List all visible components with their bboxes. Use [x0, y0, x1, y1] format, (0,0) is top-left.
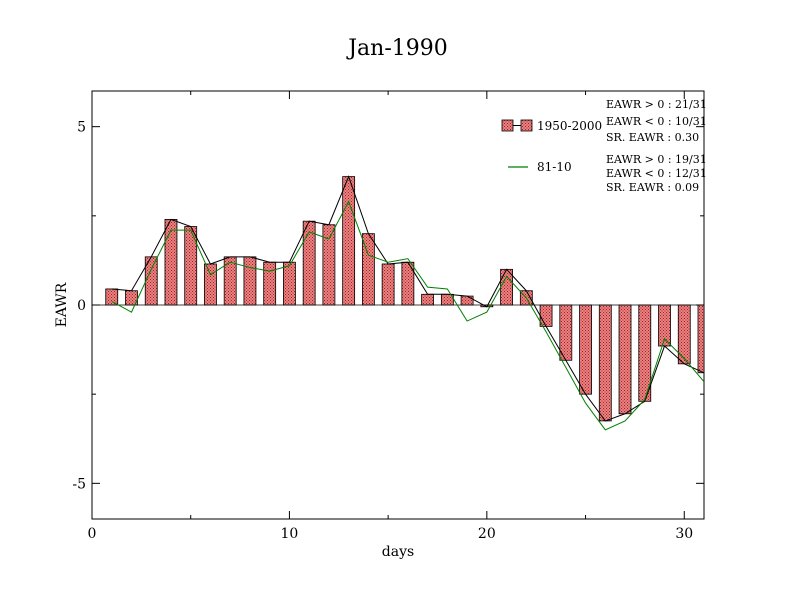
y-tick-label--5: -5	[72, 476, 86, 492]
bar-day-10	[283, 261, 296, 306]
x-tick-label-0: 0	[88, 526, 97, 542]
legend: 1950-2000 EAWR > 0 : 21/31 EAWR < 0 : 10…	[501, 98, 707, 194]
y-axis-label: EAWR	[54, 282, 70, 327]
legend-stat-1950-2000-pos: EAWR > 0 : 21/31	[606, 98, 707, 111]
bar-day-19	[460, 295, 474, 306]
chart-title: Jan-1990	[346, 36, 448, 61]
bars-layer	[92, 176, 705, 422]
legend-stat-1950-2000-neg: EAWR < 0 : 10/31	[606, 115, 707, 128]
x-tick-label-30: 30	[675, 526, 693, 542]
bar-day-4	[164, 218, 178, 306]
bar-day-5	[184, 226, 198, 306]
bar-day-24	[559, 304, 573, 361]
series-line-1950-2000	[111, 175, 705, 422]
x-tick-label-10: 10	[281, 526, 299, 542]
bar-day-1	[105, 288, 119, 306]
bar-day-9	[263, 261, 277, 306]
x-tick-label-20: 20	[478, 526, 496, 542]
bar-day-25	[579, 304, 592, 395]
legend-stat-81-10-neg: EAWR < 0 : 12/31	[606, 167, 707, 180]
legend-label-1950-2000: 1950-2000	[537, 119, 602, 133]
bar-day-13	[342, 176, 356, 306]
ticks-layer: 0 10 20 30 -5 0 5	[72, 91, 704, 542]
bar-day-8	[243, 256, 257, 306]
legend-stat-81-10-sr: SR. EAWR : 0.09	[606, 181, 699, 194]
x-axis-label: days	[382, 544, 414, 560]
bar-day-21	[500, 268, 513, 306]
legend-swatch-bar-right	[520, 119, 533, 132]
lines-layer	[111, 175, 705, 431]
legend-label-81-10: 81-10	[537, 160, 572, 174]
bar-day-17	[421, 293, 435, 306]
bar-day-27	[618, 304, 632, 415]
bar-day-6	[204, 263, 217, 306]
bar-day-26	[598, 304, 612, 422]
legend-stat-1950-2000-sr: SR. EAWR : 0.30	[606, 131, 699, 144]
bar-day-31	[697, 304, 705, 374]
legend-stat-81-10-pos: EAWR > 0 : 19/31	[606, 153, 707, 166]
bar-day-7	[223, 256, 237, 306]
y-tick-label-5: 5	[77, 120, 86, 136]
bar-day-12	[322, 224, 336, 306]
bar-day-15	[381, 263, 395, 306]
series-line-81-10	[111, 200, 705, 431]
legend-swatch-bar-left	[501, 119, 514, 132]
bar-day-23	[539, 304, 553, 327]
y-tick-label-0: 0	[77, 298, 86, 314]
